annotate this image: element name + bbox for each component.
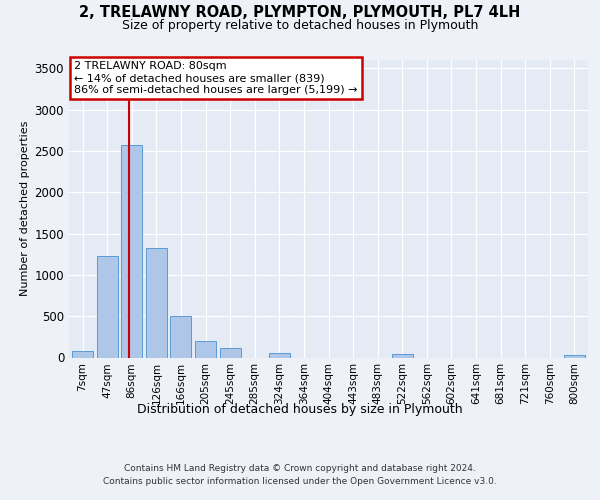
Bar: [72, 352, 93, 358]
Y-axis label: Number of detached properties: Number of detached properties: [20, 121, 31, 296]
Bar: [121, 144, 142, 358]
Bar: [269, 353, 290, 358]
Bar: [97, 256, 118, 358]
Text: Size of property relative to detached houses in Plymouth: Size of property relative to detached ho…: [122, 19, 478, 32]
Bar: [392, 354, 413, 358]
Text: 2 TRELAWNY ROAD: 80sqm
← 14% of detached houses are smaller (839)
86% of semi-de: 2 TRELAWNY ROAD: 80sqm ← 14% of detached…: [74, 62, 358, 94]
Bar: [146, 248, 167, 358]
Text: Contains public sector information licensed under the Open Government Licence v3: Contains public sector information licen…: [103, 477, 497, 486]
Bar: [195, 341, 216, 357]
Text: Distribution of detached houses by size in Plymouth: Distribution of detached houses by size …: [137, 402, 463, 415]
Text: Contains HM Land Registry data © Crown copyright and database right 2024.: Contains HM Land Registry data © Crown c…: [124, 464, 476, 473]
Text: 2, TRELAWNY ROAD, PLYMPTON, PLYMOUTH, PL7 4LH: 2, TRELAWNY ROAD, PLYMPTON, PLYMOUTH, PL…: [79, 5, 521, 20]
Bar: [170, 316, 191, 358]
Bar: [220, 348, 241, 358]
Bar: [564, 355, 585, 358]
